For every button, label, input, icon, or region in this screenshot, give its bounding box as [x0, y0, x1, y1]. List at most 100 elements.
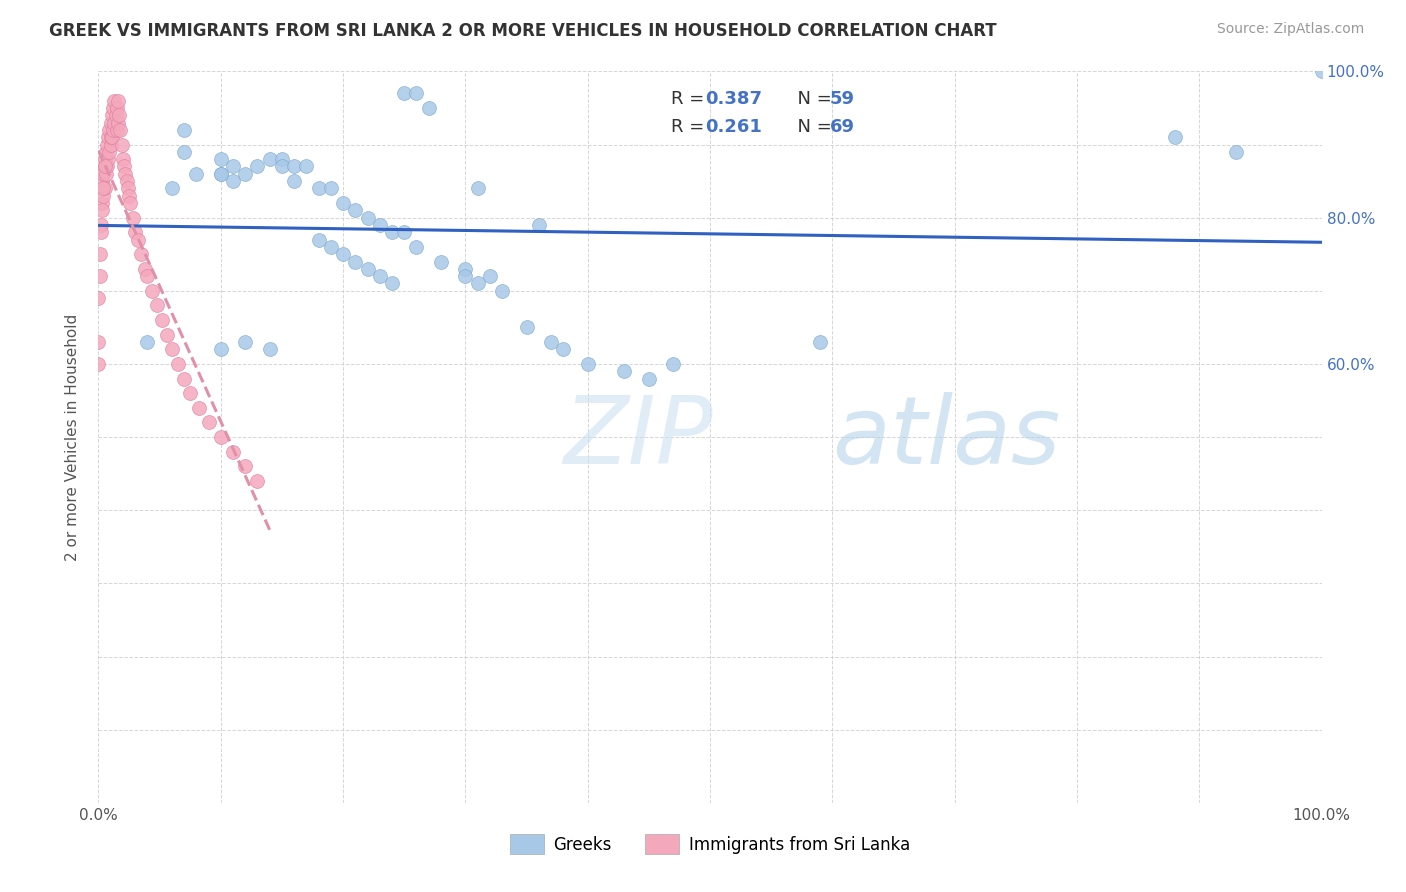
Point: [150, 313, 173, 327]
Point: [121, 211, 143, 225]
Point: [392, 87, 416, 101]
Point: [259, 152, 281, 166]
Point: [209, 343, 232, 357]
Point: [129, 247, 152, 261]
Point: [160, 343, 183, 357]
Point: [91, 181, 114, 195]
Point: [100, 115, 122, 129]
Point: [124, 225, 146, 239]
Point: [527, 218, 550, 232]
Point: [356, 261, 378, 276]
Point: [173, 145, 195, 159]
Point: [467, 181, 489, 195]
Point: [491, 284, 513, 298]
Text: N =: N =: [786, 90, 838, 108]
Point: [94, 145, 117, 159]
Point: [808, 334, 831, 349]
Point: [89, 247, 111, 261]
Point: [368, 218, 391, 232]
Point: [1164, 130, 1187, 145]
Point: [98, 123, 121, 137]
Point: [405, 87, 427, 101]
Point: [173, 371, 195, 385]
Text: atlas: atlas: [832, 392, 1060, 483]
Point: [540, 334, 562, 349]
Point: [110, 123, 132, 137]
Point: [405, 240, 427, 254]
Point: [101, 130, 124, 145]
Point: [308, 181, 330, 195]
Point: [222, 174, 245, 188]
Point: [368, 269, 391, 284]
Legend: Greeks, Immigrants from Sri Lanka: Greeks, Immigrants from Sri Lanka: [503, 828, 917, 860]
Point: [344, 203, 367, 218]
Point: [173, 123, 195, 137]
Point: [93, 160, 115, 174]
Point: [1225, 145, 1247, 159]
Point: [105, 123, 128, 137]
Point: [93, 152, 115, 166]
Point: [430, 254, 453, 268]
Point: [319, 181, 342, 195]
Point: [90, 225, 112, 239]
Point: [87, 291, 110, 305]
Point: [381, 225, 404, 239]
Point: [93, 181, 115, 195]
Point: [115, 174, 138, 188]
Y-axis label: 2 or more Vehicles in Household: 2 or more Vehicles in Household: [65, 313, 80, 561]
Point: [100, 130, 122, 145]
Point: [100, 137, 122, 152]
Point: [662, 357, 685, 371]
Point: [118, 188, 141, 202]
Point: [136, 334, 159, 349]
Point: [392, 225, 416, 239]
Point: [222, 444, 245, 458]
Point: [197, 416, 219, 430]
Point: [91, 167, 114, 181]
Point: [146, 298, 169, 312]
Point: [117, 181, 139, 195]
Point: [186, 167, 208, 181]
Text: GREEK VS IMMIGRANTS FROM SRI LANKA 2 OR MORE VEHICLES IN HOUSEHOLD CORRELATION C: GREEK VS IMMIGRANTS FROM SRI LANKA 2 OR …: [49, 22, 997, 40]
Point: [332, 247, 354, 261]
Point: [91, 196, 114, 211]
Point: [108, 108, 131, 122]
Point: [156, 327, 179, 342]
Point: [96, 160, 118, 174]
Point: [141, 284, 163, 298]
Point: [87, 357, 110, 371]
Point: [1310, 64, 1333, 78]
Point: [332, 196, 354, 211]
Point: [209, 167, 232, 181]
Point: [233, 459, 256, 474]
Point: [96, 137, 118, 152]
Point: [105, 101, 128, 115]
Point: [233, 334, 256, 349]
Point: [467, 277, 489, 291]
Point: [111, 137, 134, 152]
Point: [103, 115, 125, 129]
Point: [515, 320, 537, 334]
Point: [89, 269, 111, 284]
Point: [91, 203, 114, 218]
Point: [90, 218, 112, 232]
Point: [283, 160, 305, 174]
Point: [94, 167, 117, 181]
Point: [114, 167, 136, 181]
Point: [246, 474, 269, 488]
Point: [120, 196, 142, 211]
Text: 0.387: 0.387: [706, 90, 762, 108]
Point: [295, 160, 318, 174]
Point: [91, 174, 114, 188]
Point: [97, 152, 120, 166]
Point: [91, 188, 114, 202]
Point: [101, 101, 124, 115]
Point: [104, 108, 127, 122]
Point: [101, 123, 124, 137]
Point: [270, 152, 294, 166]
Text: R =: R =: [671, 118, 710, 136]
Point: [134, 261, 156, 276]
Text: N =: N =: [786, 118, 838, 136]
Point: [111, 152, 134, 166]
Point: [209, 430, 232, 444]
